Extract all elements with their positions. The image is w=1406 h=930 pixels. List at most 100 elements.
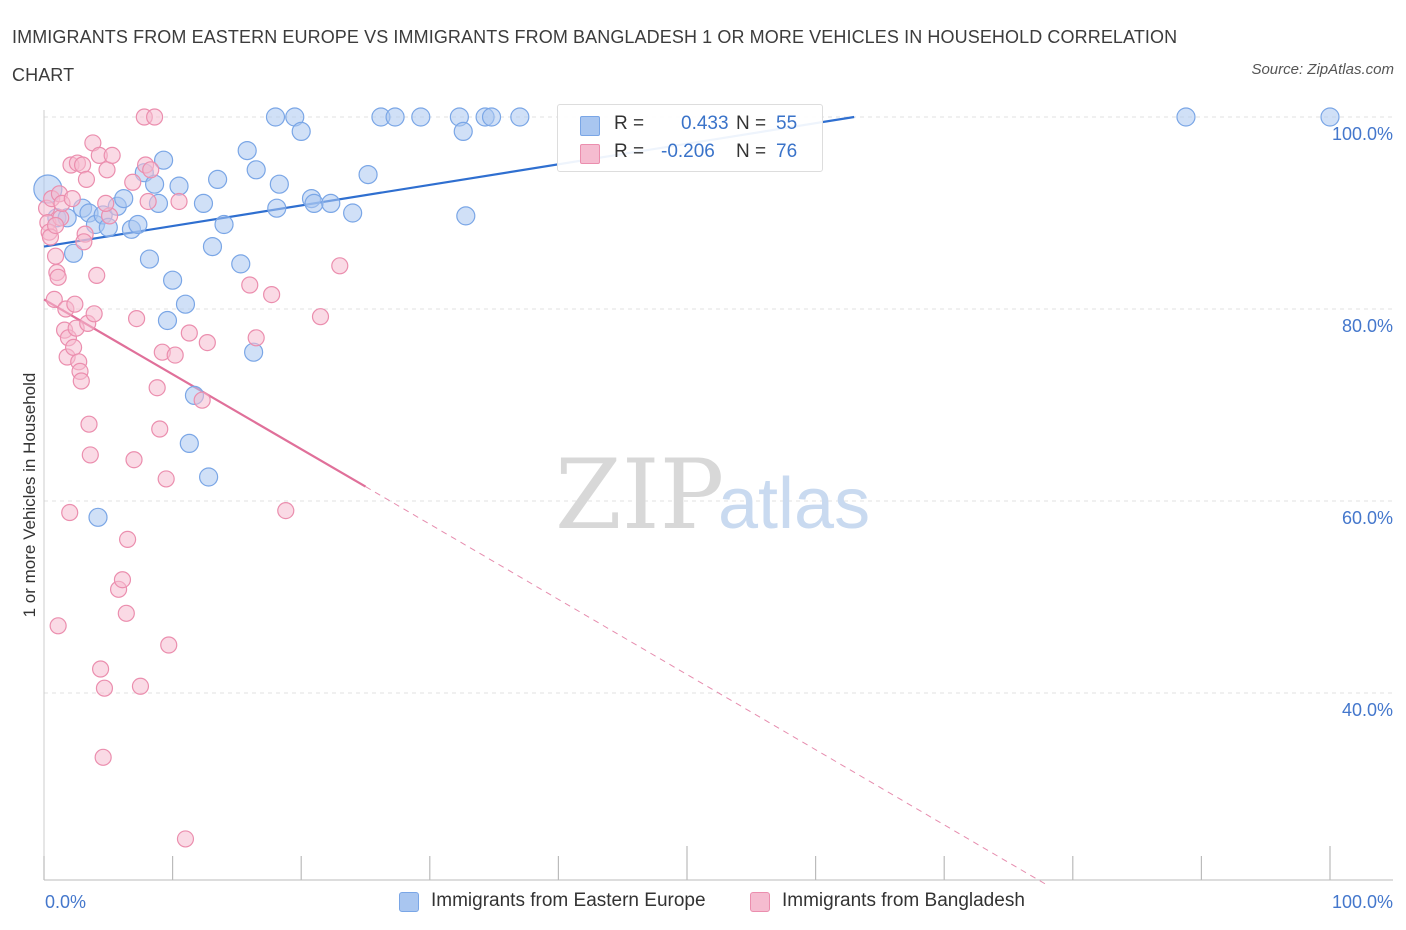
point-eastern-europe <box>481 107 502 127</box>
point-eastern-europe <box>1176 107 1196 127</box>
point-eastern-europe <box>358 165 378 185</box>
point-eastern-europe <box>214 214 234 235</box>
bottom-legend-swatch-eastern-europe <box>399 892 419 912</box>
point-bangladesh <box>72 372 90 390</box>
point-eastern-europe <box>385 107 405 127</box>
point-bangladesh <box>117 604 135 622</box>
point-eastern-europe <box>237 141 257 161</box>
point-bangladesh <box>113 571 132 589</box>
point-eastern-europe <box>269 174 289 194</box>
point-eastern-europe <box>63 243 84 263</box>
point-bangladesh <box>160 636 178 654</box>
y-axis-label: 1 or more Vehicles in Household <box>20 373 39 618</box>
watermark-zip: ZIP <box>555 439 724 551</box>
point-eastern-europe <box>157 310 178 331</box>
bottom-legend-label: Immigrants from Eastern Europe <box>431 890 706 911</box>
tick-labels: 100.0% 80.0% 60.0% 40.0% 0.0% 100.0% <box>43 124 1393 912</box>
point-eastern-europe <box>139 249 160 269</box>
point-eastern-europe <box>175 294 196 314</box>
point-bangladesh <box>49 617 67 635</box>
data-points <box>33 107 1340 848</box>
legend-n-label: N = <box>736 113 767 134</box>
point-bangladesh <box>180 324 198 342</box>
point-bangladesh <box>77 170 96 188</box>
point-bangladesh <box>66 295 84 313</box>
point-bangladesh <box>95 679 114 697</box>
chart-title: IMMIGRANTS FROM EASTERN EUROPE VS IMMIGR… <box>12 27 1178 85</box>
point-eastern-europe <box>114 189 134 209</box>
point-bangladesh <box>85 305 103 323</box>
watermark: ZIP atlas <box>555 439 870 551</box>
point-eastern-europe <box>321 193 341 213</box>
legend-r-label: R = <box>614 113 645 134</box>
point-eastern-europe <box>453 121 473 141</box>
point-eastern-europe <box>128 214 148 235</box>
point-bangladesh <box>170 192 188 211</box>
legend-r-value: -0.206 <box>661 141 715 162</box>
point-eastern-europe <box>208 169 228 189</box>
point-eastern-europe <box>267 198 287 218</box>
legend-n-value: 76 <box>776 141 798 162</box>
point-eastern-europe <box>169 176 189 196</box>
y-tick-label: 80.0% <box>1342 316 1393 336</box>
correlation-legend: R = 0.433 N = 55 R = -0.206 N = 76 <box>557 104 823 172</box>
point-bangladesh <box>91 660 110 678</box>
point-bangladesh <box>263 286 281 304</box>
point-eastern-europe <box>343 203 363 223</box>
point-eastern-europe <box>179 433 199 453</box>
y-tick-label: 40.0% <box>1342 700 1393 720</box>
gridlines <box>44 116 1393 694</box>
x-tick-label: 0.0% <box>45 892 86 912</box>
trend-lines <box>43 115 1048 886</box>
point-bangladesh <box>247 329 265 347</box>
source-label: Source: ZipAtlas.com <box>1251 61 1394 78</box>
point-eastern-europe <box>456 206 476 226</box>
point-eastern-europe <box>510 107 530 127</box>
point-bangladesh <box>241 276 259 294</box>
legend-n-value: 55 <box>776 113 798 134</box>
point-bangladesh <box>45 290 63 308</box>
legend-r-value: 0.433 <box>681 113 729 134</box>
legend-r-label: R = <box>614 141 645 162</box>
point-bangladesh <box>127 310 146 328</box>
point-bangladesh <box>64 338 83 356</box>
watermark-atlas: atlas <box>718 464 870 544</box>
point-bangladesh <box>166 346 184 364</box>
point-bangladesh <box>46 216 65 235</box>
legend-n-label: N = <box>736 141 767 162</box>
point-bangladesh <box>75 233 93 251</box>
point-bangladesh <box>148 379 166 397</box>
point-bangladesh <box>80 415 98 433</box>
point-eastern-europe <box>265 107 286 127</box>
point-bangladesh <box>49 268 67 286</box>
legend-swatch-eastern-europe <box>580 116 600 136</box>
point-eastern-europe <box>199 467 219 487</box>
point-bangladesh <box>61 503 79 522</box>
point-eastern-europe <box>231 254 251 274</box>
point-bangladesh <box>88 266 106 284</box>
point-bangladesh <box>331 257 349 275</box>
point-bangladesh <box>277 502 295 520</box>
point-bangladesh <box>145 108 164 126</box>
point-bangladesh <box>46 247 65 265</box>
point-bangladesh <box>142 161 160 179</box>
point-bangladesh <box>311 308 330 326</box>
point-bangladesh <box>73 156 92 174</box>
legend-swatch-bangladesh <box>580 144 600 164</box>
point-eastern-europe <box>153 150 174 170</box>
point-bangladesh <box>97 194 115 212</box>
bottom-legend-label: Immigrants from Bangladesh <box>782 890 1025 911</box>
point-bangladesh <box>176 830 195 848</box>
point-bangladesh <box>81 446 99 464</box>
point-bangladesh <box>118 530 137 549</box>
point-eastern-europe <box>193 193 214 213</box>
point-bangladesh <box>98 161 116 179</box>
point-eastern-europe <box>163 270 183 290</box>
point-eastern-europe <box>246 160 266 180</box>
point-eastern-europe <box>291 121 311 141</box>
point-bangladesh <box>198 334 216 352</box>
point-eastern-europe <box>304 193 324 213</box>
point-eastern-europe <box>411 107 431 127</box>
y-tick-label: 100.0% <box>1332 124 1393 144</box>
point-bangladesh <box>94 748 112 766</box>
